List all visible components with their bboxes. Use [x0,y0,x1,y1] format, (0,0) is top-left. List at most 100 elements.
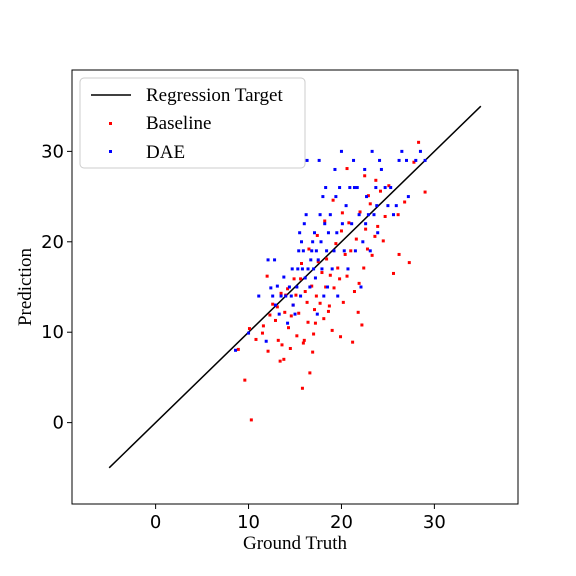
baseline-point [308,371,312,375]
dae-point [304,213,308,217]
baseline-point [378,189,382,193]
x-axis-ticks: 0 10 20 30 [150,504,446,533]
baseline-point [307,247,311,251]
baseline-point [332,286,336,290]
baseline-point [327,304,331,308]
x-tick-label: 20 [330,512,353,533]
dae-point [319,240,323,244]
baseline-point [313,321,317,325]
baseline-point [397,252,401,256]
baseline-point [366,194,370,198]
dae-point [366,213,370,217]
baseline-point [315,233,319,237]
dae-point [350,222,354,226]
baseline-point [295,334,299,338]
dae-point [316,258,320,262]
baseline-point [303,290,307,294]
baseline-point [278,359,282,363]
dae-point [405,158,408,162]
dae-point [324,186,328,190]
baseline-point [265,274,269,278]
dae-point [333,167,337,171]
baseline-point [370,253,374,257]
y-tick-label: 10 [41,322,64,343]
baseline-point [347,221,351,225]
dae-point [359,285,363,289]
baseline-point [330,328,334,332]
dae-point [389,186,393,190]
baseline-point [247,327,251,331]
baseline-point [314,294,318,298]
baseline-point [423,190,427,194]
baseline-point [349,249,353,253]
dae-point [302,222,306,226]
dae-point [305,158,309,162]
baseline-point [254,337,258,341]
dae-point [332,249,336,253]
baseline-point [360,323,364,327]
x-tick-label: 10 [237,512,260,533]
x-axis-label: Ground Truth [243,533,347,554]
baseline-point [260,331,264,335]
dae-point [264,339,268,343]
dae-point [282,275,286,279]
dae-point [326,231,330,235]
baseline-point [306,320,310,324]
dae-point [266,258,270,262]
dae-point [328,213,332,217]
baseline-point [302,338,306,342]
dae-point [368,249,372,253]
legend-regression-label: Regression Target [146,85,283,106]
baseline-point [339,229,343,233]
dae-point [352,158,356,162]
legend-dae-label: DAE [146,142,185,163]
dae-point [312,267,316,271]
baseline-point [286,287,290,291]
baseline-point [381,239,385,243]
baseline-point [300,261,303,265]
baseline-point [363,174,367,178]
baseline-point [326,309,330,313]
baseline-point [412,160,416,164]
baseline-point [279,291,283,295]
baseline-point [383,214,387,218]
dae-point [418,149,422,153]
baseline-point [305,300,309,304]
dae-point [379,167,383,171]
baseline-point [282,357,286,361]
dae-point [344,204,348,208]
baseline-point [324,285,328,289]
dae-point [275,284,279,288]
dae-point [348,186,352,190]
baseline-point [266,349,270,353]
dae-point [397,158,401,162]
baseline-point [288,346,292,350]
dae-point [271,294,275,298]
plot-frame [71,69,519,505]
legend: Regression Target Baseline DAE [79,77,306,169]
baseline-point [289,314,293,318]
y-tick-label: 30 [41,141,64,162]
dae-point [273,303,277,307]
dae-point [386,204,390,208]
x-tick-label: 30 [423,512,446,533]
baseline-point [292,277,296,281]
dae-point [296,267,300,271]
y-axis-label: Prediction [15,247,36,326]
y-tick-label: 0 [53,413,64,434]
baseline-point [249,418,253,422]
dae-point [372,213,376,217]
y-axis-ticks: 0 10 20 30 [41,141,72,434]
dae-point [353,249,357,253]
baseline-point [364,227,368,231]
baseline-point [362,266,366,270]
dae-point [257,294,261,298]
dae-point [318,213,322,217]
dae-point [293,312,297,316]
dae-point [326,285,330,289]
baseline-point [325,257,329,261]
dae-point [291,303,295,307]
dae-point [414,158,418,162]
dae-point [342,249,346,253]
baseline-point [339,335,343,339]
